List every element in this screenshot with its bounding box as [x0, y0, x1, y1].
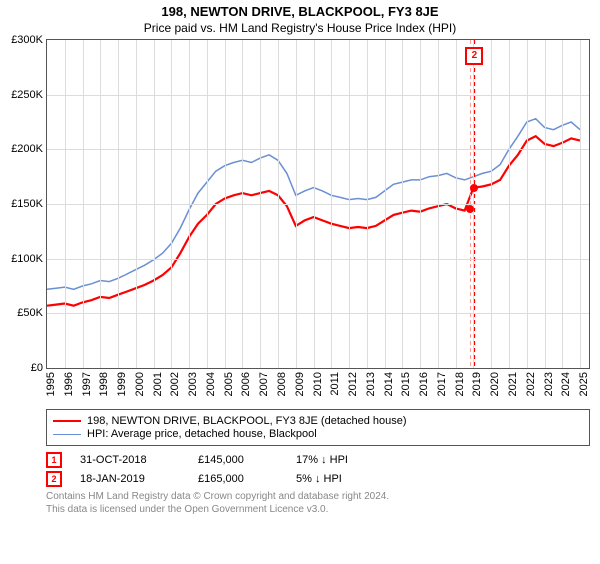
gridline-h: [47, 149, 589, 150]
x-tick-label: 1995: [45, 372, 57, 396]
legend-swatch: [53, 420, 81, 422]
gridline-v: [580, 40, 581, 368]
gridline-v: [545, 40, 546, 368]
gridline-v: [278, 40, 279, 368]
sale-row: 2 18-JAN-2019 £165,000 5% ↓ HPI: [46, 471, 590, 487]
gridline-v: [402, 40, 403, 368]
gridline-v: [438, 40, 439, 368]
x-tick-label: 2007: [258, 372, 270, 396]
x-tick-label: 2013: [365, 372, 377, 396]
chart-legend: 198, NEWTON DRIVE, BLACKPOOL, FY3 8JE (d…: [46, 409, 590, 446]
x-tick-label: 1997: [81, 372, 93, 396]
gridline-v: [420, 40, 421, 368]
gridline-v: [491, 40, 492, 368]
gridline-v: [136, 40, 137, 368]
x-tick-label: 2017: [436, 372, 448, 396]
gridline-v: [473, 40, 474, 368]
x-tick-label: 2012: [347, 372, 359, 396]
gridline-v: [118, 40, 119, 368]
gridline-v: [65, 40, 66, 368]
x-tick-label: 2009: [294, 372, 306, 396]
sale-date: 18-JAN-2019: [80, 473, 180, 485]
y-tick-label: £150K: [11, 198, 47, 210]
x-tick-label: 2019: [471, 372, 483, 396]
x-tick-label: 2005: [223, 372, 235, 396]
x-tick-label: 2014: [383, 372, 395, 396]
footer-line-2: This data is licensed under the Open Gov…: [46, 504, 590, 517]
sale-date: 31-OCT-2018: [80, 454, 180, 466]
sale-marker: [470, 184, 478, 192]
y-tick-label: £300K: [11, 34, 47, 46]
gridline-v: [225, 40, 226, 368]
x-tick-label: 2008: [276, 372, 288, 396]
gridline-v: [385, 40, 386, 368]
y-tick-label: £250K: [11, 89, 47, 101]
annotation-box: 2: [465, 47, 483, 65]
legend-item: 198, NEWTON DRIVE, BLACKPOOL, FY3 8JE (d…: [53, 415, 583, 427]
gridline-v: [189, 40, 190, 368]
gridline-h: [47, 259, 589, 260]
gridline-v: [83, 40, 84, 368]
sale-hpi-diff: 5% ↓ HPI: [296, 473, 396, 485]
gridline-h: [47, 313, 589, 314]
x-tick-label: 1999: [116, 372, 128, 396]
x-tick-label: 2001: [152, 372, 164, 396]
y-tick-label: £50K: [17, 307, 47, 319]
x-tick-label: 2015: [400, 372, 412, 396]
x-tick-label: 1998: [98, 372, 110, 396]
sale-price: £165,000: [198, 473, 278, 485]
x-tick-label: 2004: [205, 372, 217, 396]
x-tick-label: 2000: [134, 372, 146, 396]
x-tick-label: 2020: [489, 372, 501, 396]
y-tick-label: £200K: [11, 143, 47, 155]
y-tick-label: £100K: [11, 253, 47, 265]
gridline-v: [527, 40, 528, 368]
chart-title: 198, NEWTON DRIVE, BLACKPOOL, FY3 8JE: [0, 4, 600, 19]
gridline-v: [242, 40, 243, 368]
sale-row: 1 31-OCT-2018 £145,000 17% ↓ HPI: [46, 452, 590, 468]
gridline-v: [100, 40, 101, 368]
chart-footer: Contains HM Land Registry data © Crown c…: [46, 491, 590, 516]
chart-plot-area: £0£50K£100K£150K£200K£250K£300K199519961…: [46, 39, 590, 369]
x-tick-label: 1996: [63, 372, 75, 396]
gridline-v: [367, 40, 368, 368]
gridline-v: [349, 40, 350, 368]
legend-label: HPI: Average price, detached house, Blac…: [87, 428, 317, 440]
gridline-v: [260, 40, 261, 368]
gridline-v: [154, 40, 155, 368]
gridline-h: [47, 204, 589, 205]
x-tick-label: 2022: [525, 372, 537, 396]
legend-item: HPI: Average price, detached house, Blac…: [53, 428, 583, 440]
gridline-v: [296, 40, 297, 368]
x-tick-label: 2025: [578, 372, 590, 396]
x-tick-label: 2023: [543, 372, 555, 396]
gridline-v: [509, 40, 510, 368]
x-tick-label: 2016: [418, 372, 430, 396]
x-tick-label: 2003: [187, 372, 199, 396]
gridline-v: [562, 40, 563, 368]
sale-hpi-diff: 17% ↓ HPI: [296, 454, 396, 466]
sale-id-box: 1: [46, 452, 62, 468]
sale-id-box: 2: [46, 471, 62, 487]
chart-subtitle: Price paid vs. HM Land Registry's House …: [0, 21, 600, 35]
sale-price: £145,000: [198, 454, 278, 466]
sale-marker: [466, 205, 474, 213]
gridline-v: [207, 40, 208, 368]
x-tick-label: 2010: [312, 372, 324, 396]
x-tick-label: 2011: [329, 372, 341, 396]
x-tick-label: 2002: [169, 372, 181, 396]
gridline-h: [47, 95, 589, 96]
gridline-v: [456, 40, 457, 368]
x-tick-label: 2024: [560, 372, 572, 396]
gridline-v: [171, 40, 172, 368]
x-tick-label: 2006: [240, 372, 252, 396]
legend-swatch: [53, 434, 81, 435]
gridline-v: [314, 40, 315, 368]
gridline-v: [331, 40, 332, 368]
legend-label: 198, NEWTON DRIVE, BLACKPOOL, FY3 8JE (d…: [87, 415, 407, 427]
x-tick-label: 2021: [507, 372, 519, 396]
sales-table: 1 31-OCT-2018 £145,000 17% ↓ HPI 2 18-JAN-201…: [46, 452, 590, 487]
footer-line-1: Contains HM Land Registry data © Crown c…: [46, 491, 590, 504]
x-tick-label: 2018: [454, 372, 466, 396]
